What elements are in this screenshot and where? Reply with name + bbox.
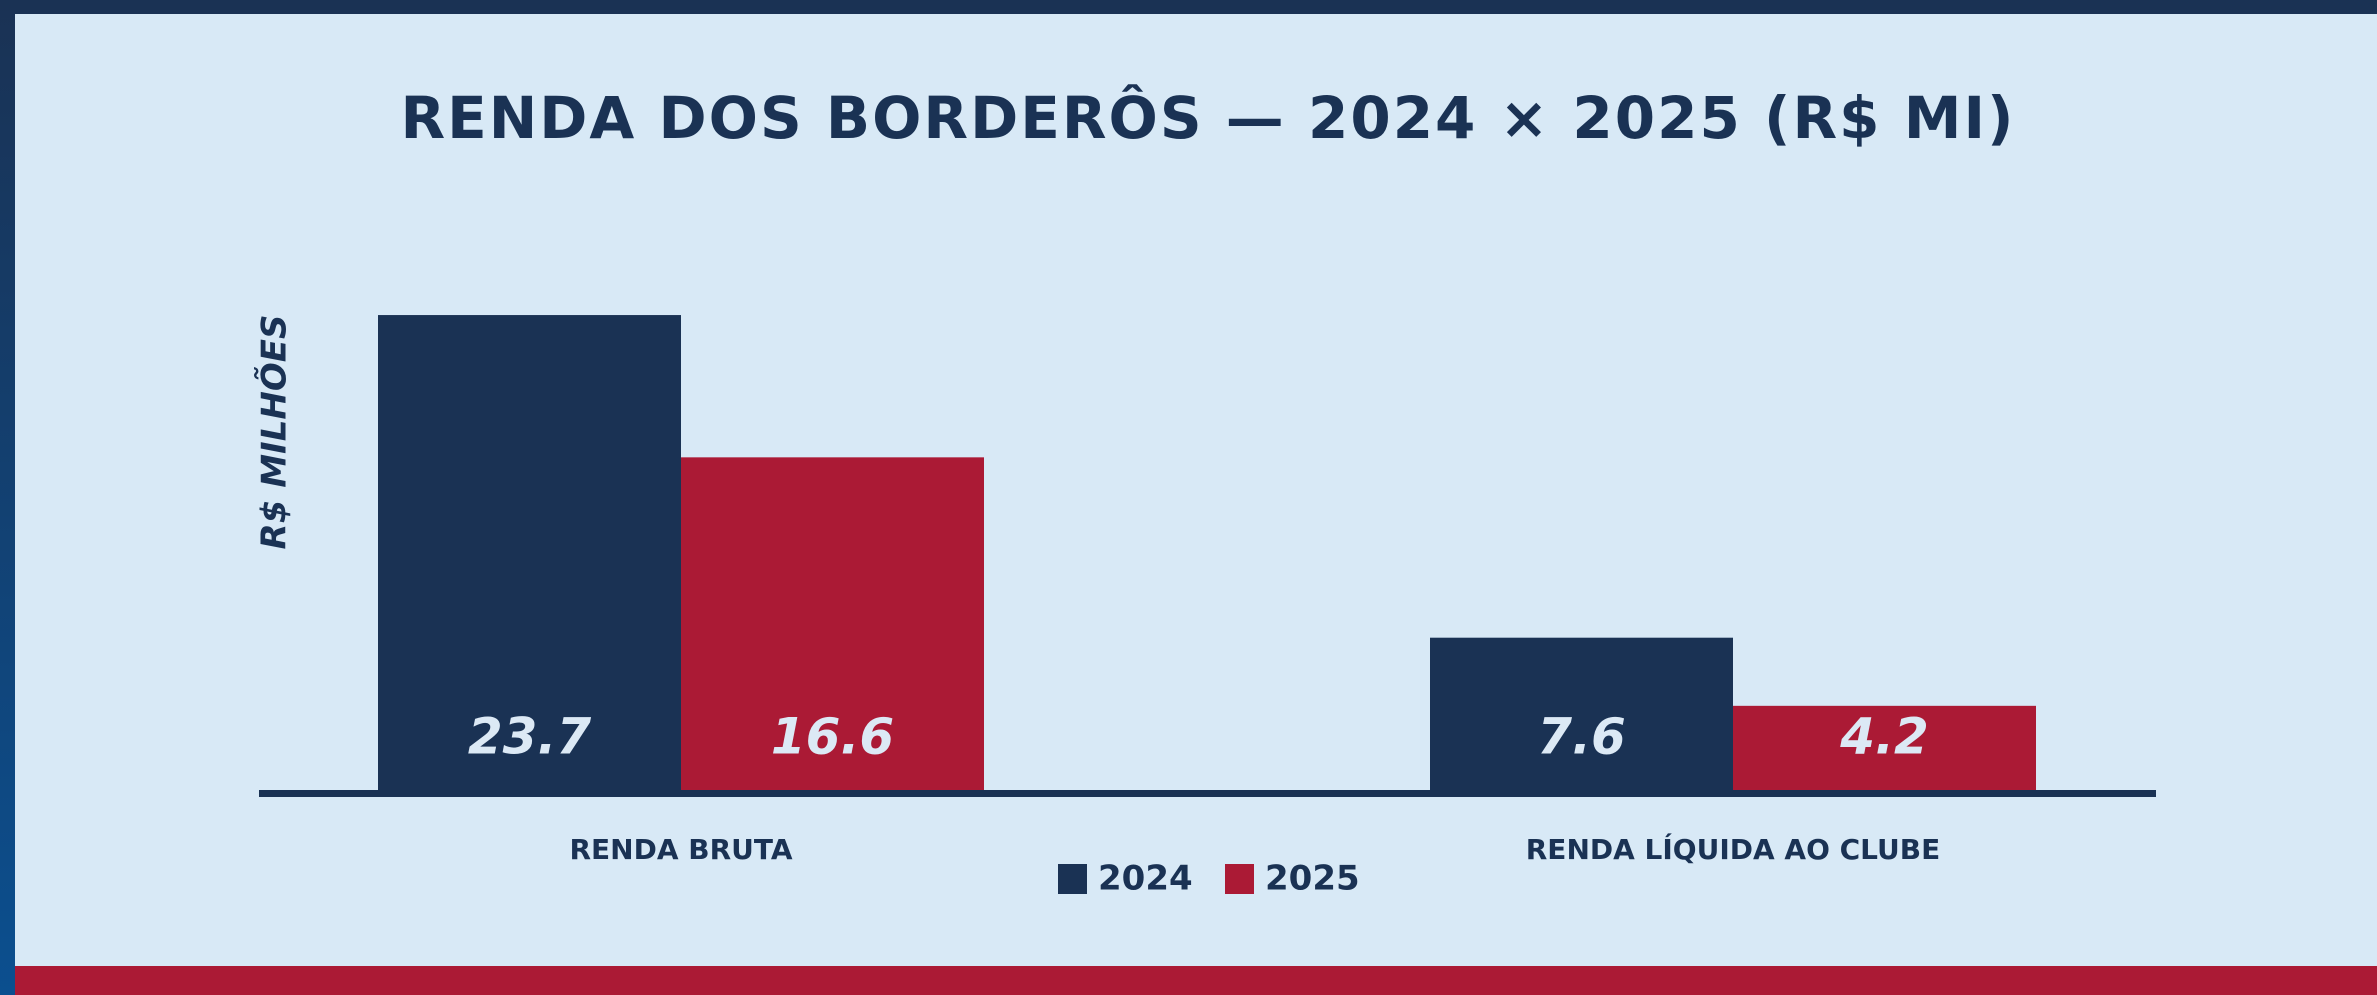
y-axis-label: R$ MILHÕES: [254, 315, 295, 550]
top-band: [0, 0, 2377, 14]
value-label: 23.7: [468, 708, 592, 766]
legend-label: 2025: [1265, 859, 1360, 899]
axis-line: [259, 790, 2156, 797]
bar: [378, 315, 681, 790]
legend-label: 2024: [1098, 859, 1193, 899]
x-tick-label: RENDA BRUTA: [569, 833, 792, 866]
bar: [1430, 637, 1733, 790]
legend-swatch: [1225, 864, 1254, 894]
chart-title: RENDA DOS BORDERÔS — 2024 × 2025 (R$ MI): [400, 83, 2015, 152]
bar: [1733, 705, 2036, 790]
side-band: [0, 0, 15, 995]
value-label: 16.6: [771, 708, 894, 766]
legend-swatch: [1058, 864, 1087, 894]
value-label: 7.6: [1537, 708, 1626, 766]
bottom-band: [15, 966, 2377, 995]
x-tick-label: RENDA LÍQUIDA AO CLUBE: [1526, 832, 1940, 866]
bar: [681, 457, 984, 790]
value-label: 4.2: [1839, 708, 1929, 766]
